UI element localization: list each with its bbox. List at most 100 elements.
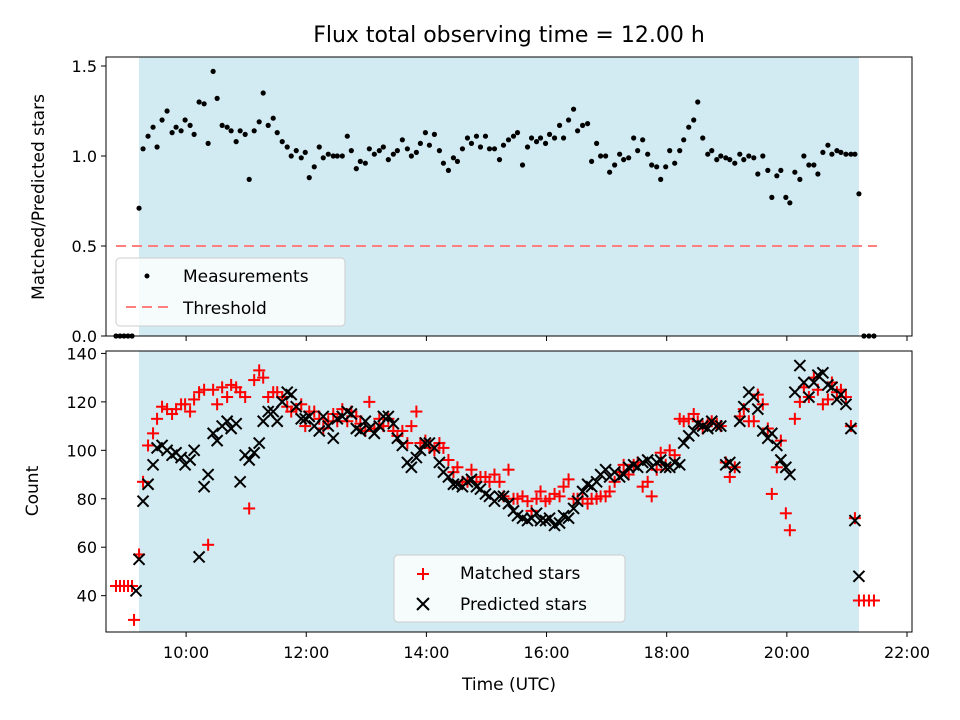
measurement-point (528, 135, 535, 141)
measurement-point (765, 167, 771, 173)
measurement-point (468, 140, 475, 146)
matched-star-point (248, 374, 261, 387)
top-y-tick-label: 1.0 (72, 147, 97, 166)
measurement-point (440, 160, 447, 166)
predicted-star-point (146, 458, 160, 472)
measurement-point (691, 117, 697, 123)
measurement-point (191, 131, 197, 137)
measurement-point (357, 158, 363, 164)
measurement-point (519, 162, 526, 168)
predicted-star-point (654, 453, 667, 467)
measurement-point (705, 151, 711, 157)
matched-star-point (207, 383, 220, 396)
matched-star-point (156, 400, 169, 413)
matched-star-point (216, 381, 229, 394)
predicted-star-point (733, 415, 746, 428)
measurement-point (210, 68, 216, 74)
predicted-star-point (387, 417, 400, 430)
matched-star-point (617, 458, 630, 471)
matched-star-point (677, 415, 690, 428)
matched-star-point (530, 492, 543, 505)
predicted-star-point (359, 415, 372, 428)
bottom-legend-box (393, 554, 626, 623)
predicted-star-point (687, 424, 700, 438)
matched-star-point (295, 398, 308, 411)
measurement-point (256, 119, 262, 125)
top-legend: Measurements Threshold (115, 257, 346, 327)
measurement-point (542, 140, 549, 146)
predicted-star-point (368, 427, 381, 440)
predicted-star-point (839, 398, 853, 411)
predicted-star-point (220, 415, 234, 428)
measurement-point (353, 166, 359, 172)
measurement-point (598, 153, 604, 159)
predicted-star-point (571, 494, 584, 508)
predicted-star-point (174, 451, 188, 464)
measurement-point (565, 117, 572, 123)
matched-star-point (641, 475, 654, 488)
measurement-point (681, 137, 687, 143)
predicted-star-point (242, 453, 256, 467)
matched-star-point (502, 463, 515, 476)
legend-threshold-label: Threshold (182, 299, 267, 319)
matched-star-point (137, 475, 150, 488)
x-tick-label: 12:00 (283, 643, 329, 662)
measurement-point (164, 108, 170, 114)
measurement-point (270, 115, 276, 121)
measurement-point (524, 144, 531, 150)
bottom-y-axis-label: Count (23, 465, 43, 516)
predicted-star-point (599, 463, 612, 476)
top-legend-box (115, 257, 346, 327)
measurement-point (219, 122, 225, 128)
x-tick-label: 14:00 (403, 643, 449, 662)
measurement-point (473, 133, 480, 139)
measurement-point (834, 148, 840, 154)
measurement-point (755, 171, 761, 177)
bottom-y-tick-label: 120 (66, 393, 97, 412)
measurement-point (445, 167, 452, 173)
top-y-tick-label: 0.0 (72, 327, 97, 346)
matched-star-point (548, 487, 561, 500)
predicted-star-point (779, 461, 793, 474)
predicted-star-point (247, 446, 261, 459)
measurement-point (436, 148, 443, 154)
measurement-point (505, 137, 512, 143)
predicted-star-point (677, 436, 690, 450)
measurement-point (709, 148, 715, 154)
predicted-star-point (816, 366, 830, 380)
bottom-y-tick-label: 100 (66, 441, 97, 460)
measurement-point (390, 151, 396, 157)
measurement-point (654, 164, 660, 170)
measurement-point (169, 130, 175, 136)
matched-star-point (751, 388, 764, 401)
measurement-point (339, 153, 345, 159)
matched-star-point (557, 480, 570, 493)
measurement-point (145, 133, 151, 139)
predicted-star-point (377, 410, 390, 423)
measurement-point (811, 162, 817, 168)
measurement-point (140, 146, 146, 152)
predicted-star-point (502, 497, 515, 510)
matched-star-point (410, 405, 423, 418)
x-tick-label: 22:00 (884, 643, 930, 662)
measurement-point (417, 140, 423, 146)
measurement-point (617, 151, 623, 157)
predicted-star-point (562, 511, 575, 525)
measurement-point (700, 135, 706, 141)
predicted-star-point (354, 424, 367, 438)
matched-star-point (654, 446, 667, 459)
measurement-point (510, 133, 517, 139)
measurement-point (727, 157, 733, 163)
measurement-point (201, 101, 207, 107)
measurement-point (718, 153, 724, 159)
measurement-point (769, 194, 775, 200)
measurement-point (246, 176, 252, 182)
matched-star-point (737, 403, 750, 416)
bottom-y-ticks: 40 60 80 100 120 140 (66, 344, 106, 606)
measurement-point (806, 162, 812, 168)
top-panel: 0.0 0.5 1.0 1.5 Flux total observing time =… (29, 23, 913, 346)
predicted-star-point (659, 461, 672, 474)
predicted-star-point (641, 453, 654, 467)
measurement-point (778, 167, 784, 173)
predicted-star-point (276, 395, 289, 409)
